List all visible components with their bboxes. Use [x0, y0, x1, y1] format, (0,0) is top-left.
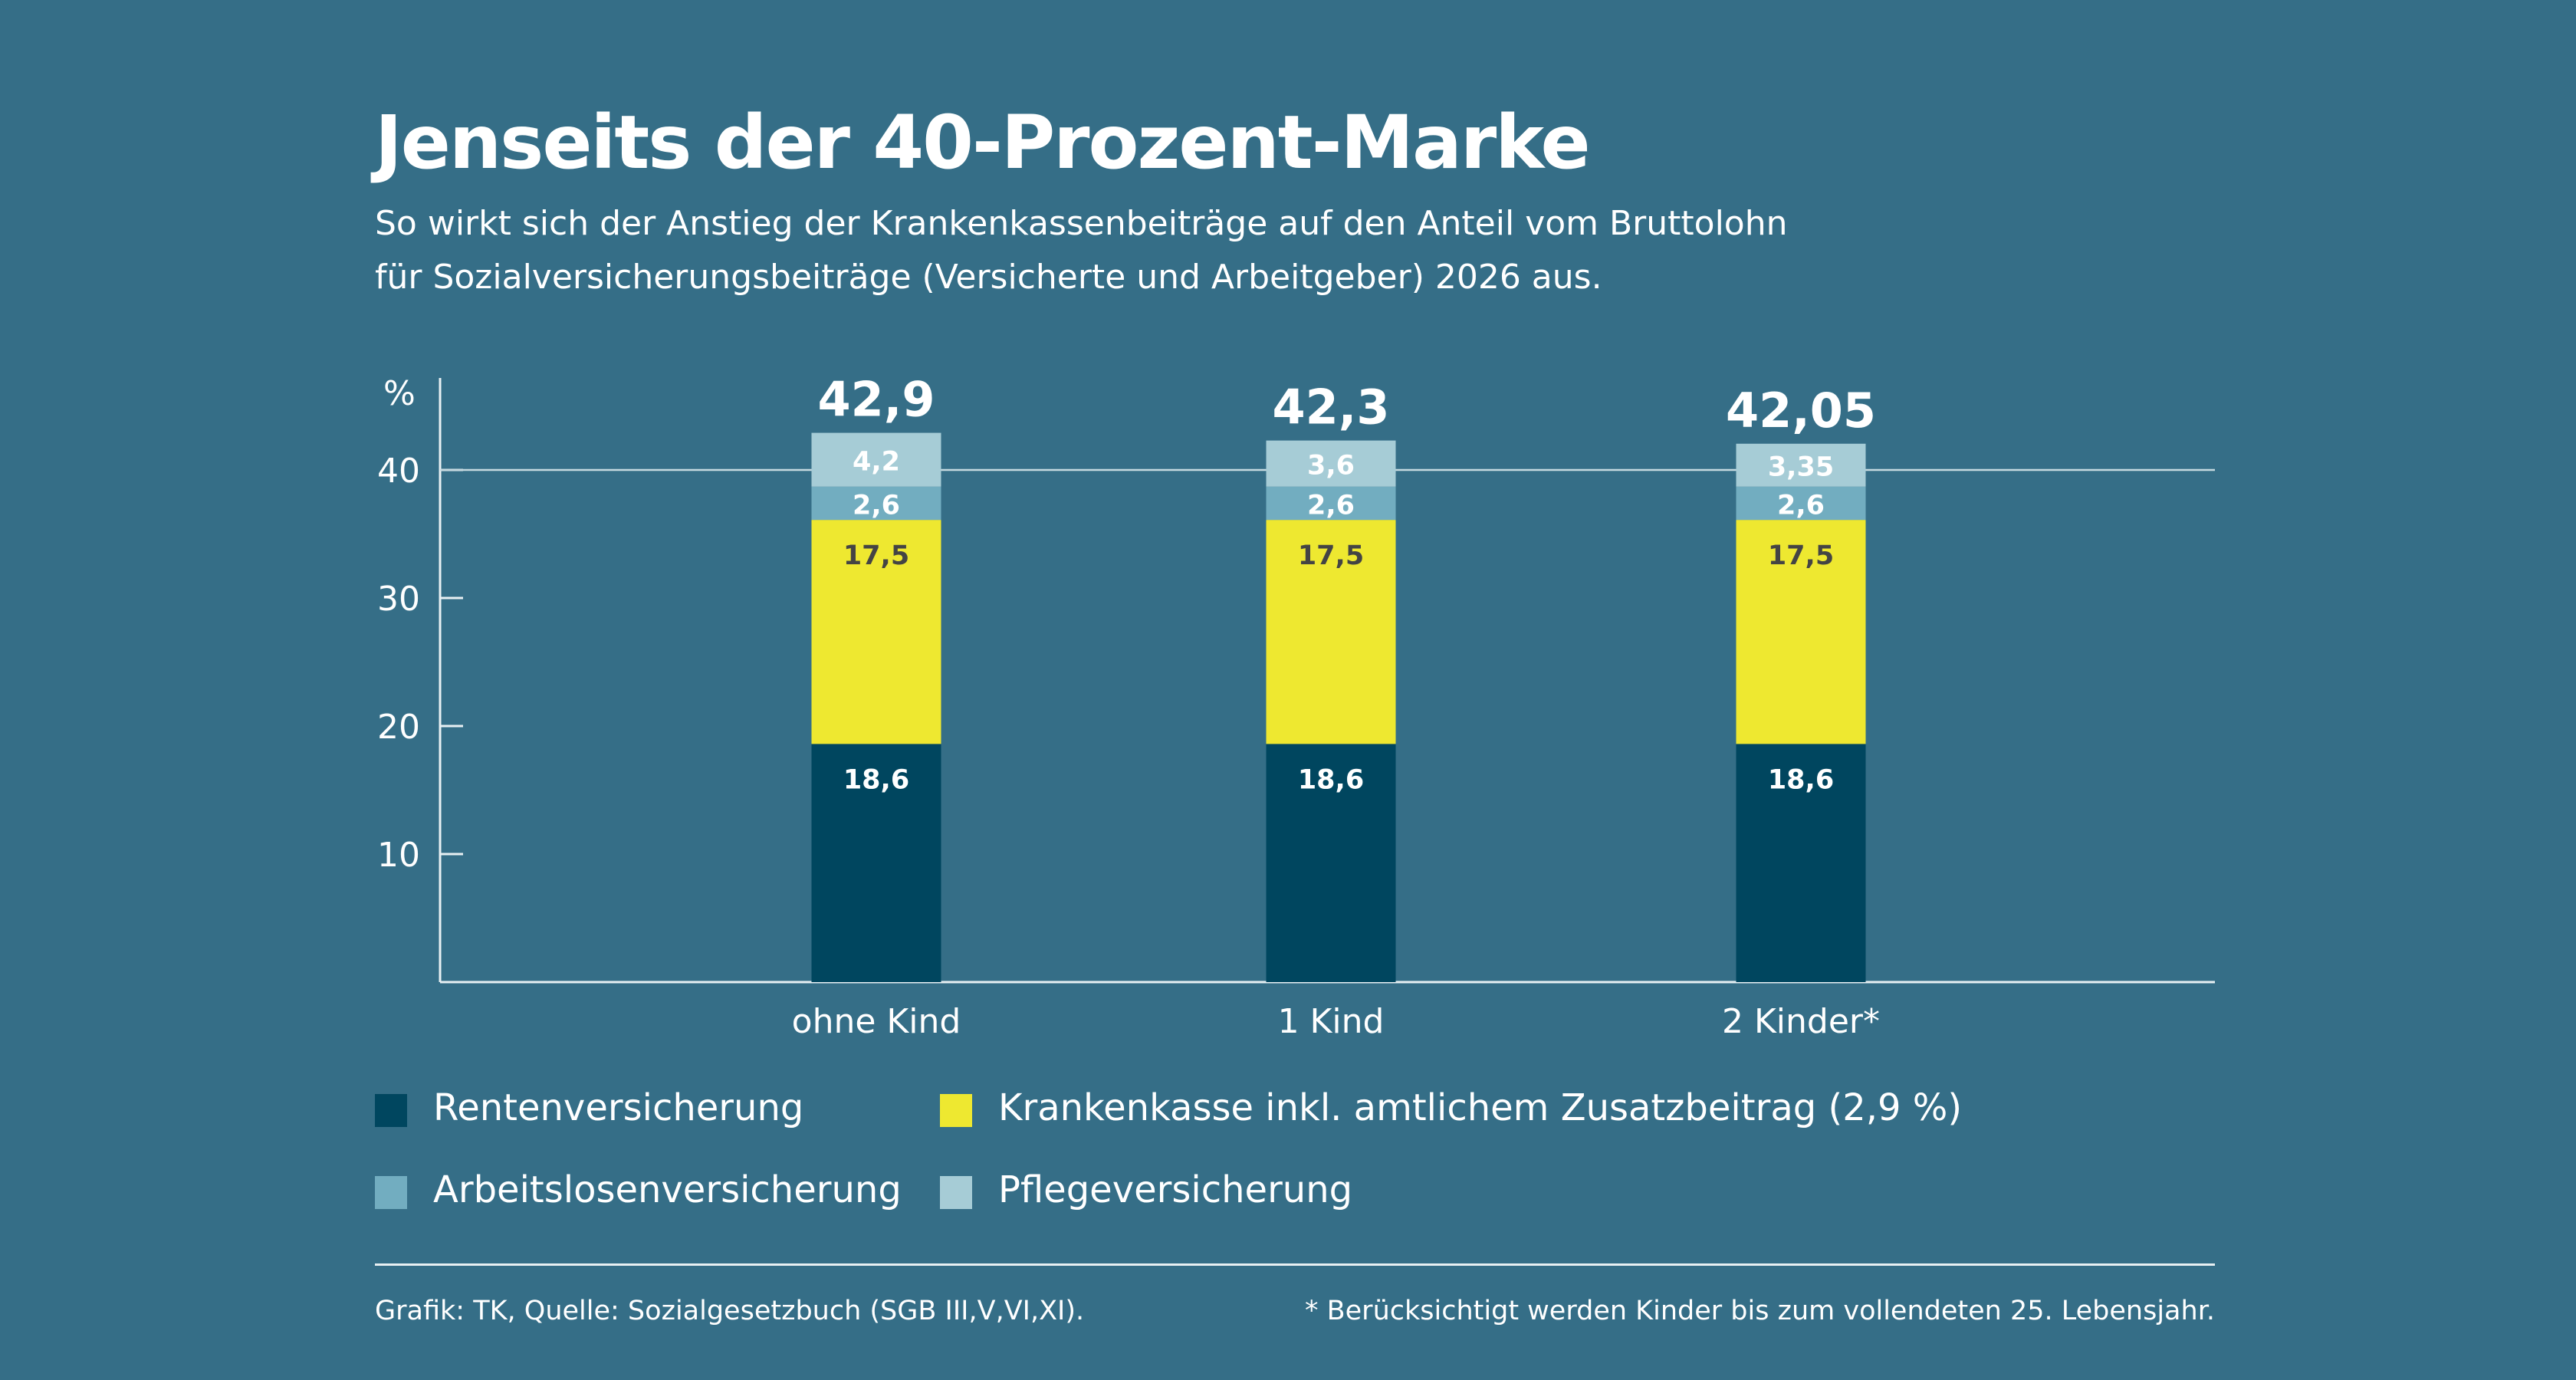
bar-segment	[1266, 440, 1396, 487]
bar-segment	[811, 520, 941, 744]
legend-swatch	[375, 1094, 407, 1127]
data-label: 17,5	[1298, 540, 1364, 571]
data-label: 3,6	[1307, 451, 1355, 481]
data-label: 2,6	[853, 490, 900, 521]
bar-segment	[1266, 744, 1396, 982]
x-tick-label: ohne Kind	[792, 1002, 961, 1041]
bar-segment	[811, 744, 941, 982]
legend-label: Pflegeversicherung	[998, 1168, 1353, 1211]
legend-label: Rentenversicherung	[433, 1086, 804, 1129]
y-tick-label: 20	[377, 708, 420, 747]
data-label: 18,6	[1298, 764, 1364, 795]
y-tick-label: 10	[377, 836, 420, 875]
bar-segment	[1736, 520, 1866, 744]
legend-label: Arbeitslosenversicherung	[433, 1168, 902, 1211]
footer-divider	[375, 1263, 2215, 1266]
bar-segment	[811, 432, 941, 487]
total-label: 42,9	[818, 372, 935, 428]
data-label: 2,6	[1307, 490, 1355, 521]
bar-segment	[1736, 443, 1866, 487]
data-label: 17,5	[1768, 540, 1834, 571]
y-tick-label: 40	[377, 452, 420, 491]
legend-swatch	[940, 1094, 972, 1127]
chart-title: Jenseits der 40-Prozent-Marke	[375, 100, 1591, 186]
x-tick-label: 2 Kinder*	[1722, 1002, 1880, 1041]
chart-subtitle-line1: So wirkt sich der Anstieg der Krankenkas…	[375, 204, 1788, 243]
bar-segment	[1736, 744, 1866, 982]
legend-label: Krankenkasse inkl. amtlichem Zusatzbeitr…	[998, 1086, 1963, 1129]
chart-subtitle-line2: für Sozialversicherungsbeiträge (Versich…	[375, 258, 1602, 297]
bar-segment	[1266, 486, 1396, 521]
legend-swatch	[375, 1176, 407, 1209]
bar-segment	[1736, 486, 1866, 521]
data-label: 17,5	[843, 540, 909, 571]
data-label: 4,2	[853, 447, 900, 478]
bar-segment	[811, 486, 941, 521]
total-label: 42,05	[1726, 383, 1876, 439]
data-label: 3,35	[1768, 452, 1834, 483]
y-tick-label: 30	[377, 580, 420, 619]
x-tick-label: 1 Kind	[1278, 1002, 1385, 1041]
data-label: 2,6	[1777, 490, 1825, 521]
data-label: 18,6	[1768, 764, 1834, 795]
bar-segment	[1266, 520, 1396, 744]
footnote: * Berücksichtigt werden Kinder bis zum v…	[1305, 1296, 2215, 1326]
y-axis-label: %	[383, 374, 416, 413]
total-label: 42,3	[1273, 380, 1390, 435]
data-label: 18,6	[843, 764, 909, 795]
legend-swatch	[940, 1176, 972, 1209]
source-note: Grafik: TK, Quelle: Sozialgesetzbuch (SG…	[375, 1296, 1085, 1326]
